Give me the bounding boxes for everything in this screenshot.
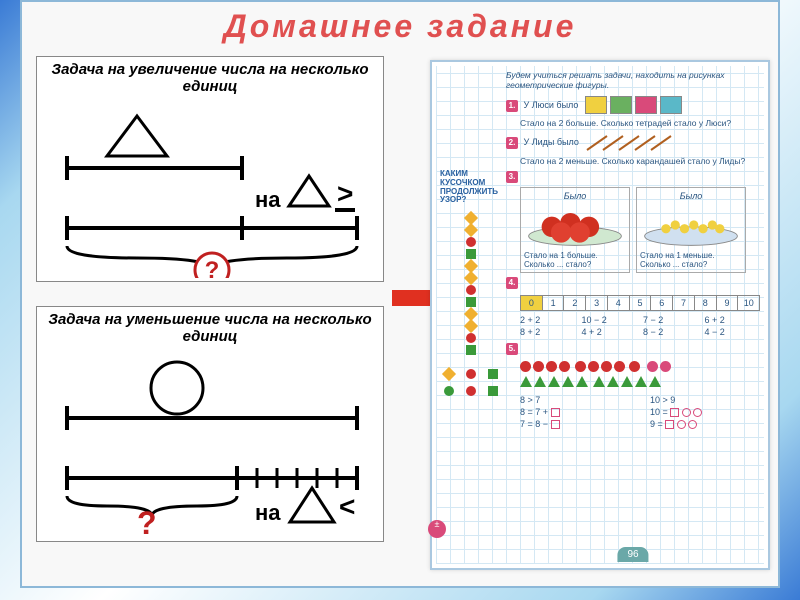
pattern-column: [440, 213, 502, 398]
task-3: 3.: [506, 171, 760, 183]
task2-sub: Стало на 2 меньше. Сколько карандашей ст…: [520, 156, 760, 166]
pattern-question: КАКИМ КУСОЧКОМ ПРОДОЛЖИТЬ УЗОР?: [440, 170, 502, 205]
task1-num: 1.: [506, 100, 518, 112]
card1-svg: ? на >: [37, 98, 385, 278]
equations-grid: 2 + 210 − 2 7 − 26 + 2 8 + 24 + 2 8 − 24…: [520, 315, 760, 337]
textbook-sidebar: КАКИМ КУСОЧКОМ ПРОДОЛЖИТЬ УЗОР?: [440, 70, 502, 560]
plate-tomatoes: Было Стало на 1 больше. Сколько ... стал…: [520, 187, 630, 273]
task5-num: 5.: [506, 343, 518, 355]
svg-text:<: <: [339, 491, 355, 522]
task3-num: 3.: [506, 171, 518, 183]
svg-text:?: ?: [137, 505, 157, 538]
plus-minus-icon: ±: [428, 520, 446, 538]
card1-diagram: ? на >: [37, 98, 383, 278]
textbook-page: КАКИМ КУСОЧКОМ ПРОДОЛЖИТЬ УЗОР?: [430, 60, 770, 570]
task-1: 1. У Люси было: [506, 96, 760, 114]
red-dots-row: [520, 361, 760, 374]
card-decrease: Задача на уменьшение числа на несколько …: [36, 306, 384, 542]
task-5: 5.: [506, 343, 760, 355]
task2-num: 2.: [506, 137, 518, 149]
slide-frame: Домашнее задание Задача на увеличение чи…: [20, 0, 780, 588]
card2-heading: Задача на уменьшение числа на несколько …: [37, 307, 383, 348]
number-ruler: 012 345 678 910: [520, 295, 760, 311]
inequalities: 8 > 7 10 > 9 8 = 7 + 10 = 7 = 8 − 9 =: [520, 395, 760, 429]
task2-text: У Лиды было: [524, 137, 579, 147]
card-increase: Задача на увеличение числа на несколько …: [36, 56, 384, 282]
cherries-icon: [640, 203, 742, 247]
tomatoes-icon: [524, 203, 626, 247]
page-title: Домашнее задание: [22, 2, 778, 49]
card2-svg: ? на <: [37, 348, 385, 538]
task3-plates: Было Стало на 1 больше. Сколько ... стал…: [520, 187, 760, 273]
content-area: Задача на увеличение числа на несколько …: [22, 48, 778, 586]
green-tri-row: [520, 376, 760, 389]
task1-text: У Люси было: [524, 100, 579, 110]
svg-text:на: на: [255, 187, 281, 212]
task1-sub: Стало на 2 больше. Сколько тетрадей стал…: [520, 118, 760, 128]
svg-text:>: >: [337, 178, 353, 209]
plate-cherries: Было Стало на 1 меньше. Сколько ... стал…: [636, 187, 746, 273]
notebooks-icon: [585, 96, 682, 114]
page-number: 96: [617, 547, 648, 562]
textbook-intro: Будем учиться решать задачи, находить на…: [506, 70, 760, 90]
svg-text:на: на: [255, 500, 281, 525]
card1-heading: Задача на увеличение числа на несколько …: [37, 57, 383, 98]
task-2: 2. У Лиды было: [506, 134, 760, 152]
pencils-icon: [585, 134, 675, 152]
textbook-main: Будем учиться решать задачи, находить на…: [506, 70, 760, 560]
card2-diagram: ? на <: [37, 348, 383, 538]
svg-text:?: ?: [205, 257, 220, 278]
task4-num: 4.: [506, 277, 518, 289]
task-4: 4.: [506, 277, 760, 289]
